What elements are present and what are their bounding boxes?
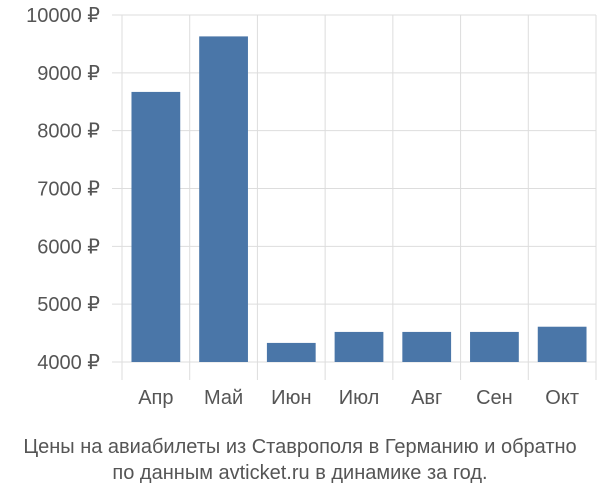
grid-layer [112,14,597,380]
axis-layer: 4000 ₽ 5000 ₽ 6000 ₽ 7000 ₽ 8000 ₽ 9000 ₽ 1000… [26,5,579,409]
bar-7 [537,326,587,362]
chart-caption-line-1: Цены на авиабилеты из Ставрополя в Герма… [23,436,577,458]
y-tick-label: 10000 ₽ [26,5,100,27]
x-tick-label: Сен [476,387,513,409]
x-tick-label: Авг [411,387,442,409]
y-tick-label: 6000 ₽ [37,236,100,258]
bar-4 [334,331,384,362]
bar-3 [266,342,316,362]
bar-layer [131,36,587,362]
x-tick-label: Май [204,387,243,409]
chart-caption-line-2: по данным avticket.ru в динамике за год. [112,462,488,484]
bar-chart: 4000 ₽ 5000 ₽ 6000 ₽ 7000 ₽ 8000 ₽ 9000 ₽ 1000… [26,5,597,409]
y-tick-label: 4000 ₽ [37,352,100,374]
x-tick-label: Июл [339,387,380,409]
x-tick-label: Окт [545,387,579,409]
y-tick-label: 5000 ₽ [37,294,100,316]
x-tick-label: Апр [138,387,173,409]
bar-5 [402,331,452,362]
bar-6 [470,331,519,362]
x-tick-label: Июн [271,387,311,409]
y-tick-label: 9000 ₽ [37,63,100,85]
bar-2 [199,36,248,362]
y-tick-label: 8000 ₽ [37,121,100,143]
y-tick-label: 7000 ₽ [37,179,100,201]
bar-1 [131,91,181,362]
